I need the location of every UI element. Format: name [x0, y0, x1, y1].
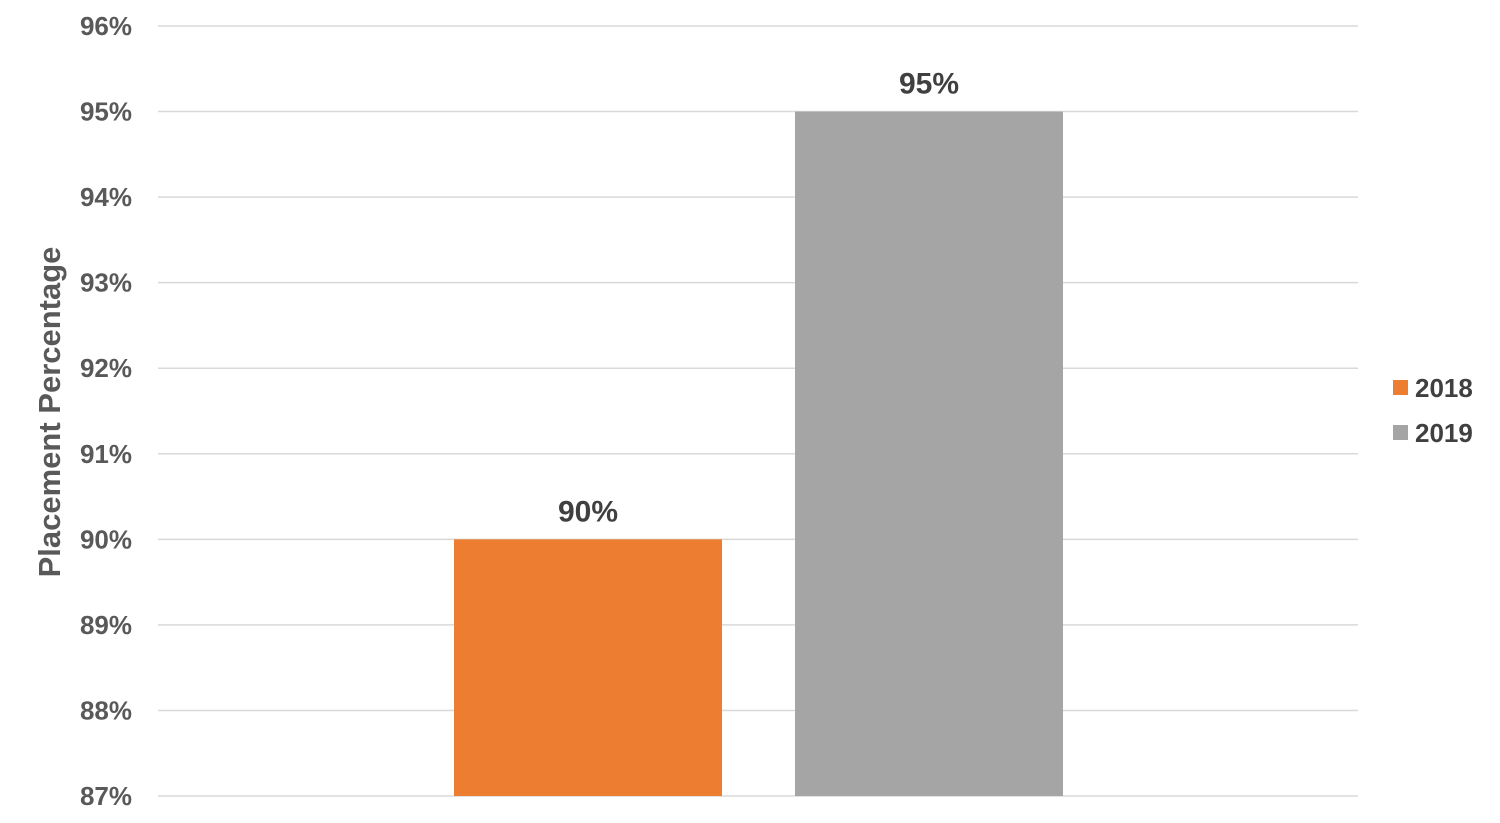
bar-2019	[795, 111, 1063, 797]
y-tick-label-92: 92%	[80, 353, 132, 383]
data-label-2018: 90%	[558, 495, 618, 528]
y-tick-label-88: 88%	[80, 695, 132, 725]
y-tick-label-91: 91%	[80, 439, 132, 469]
legend-swatch-2019	[1393, 425, 1408, 440]
y-axis-title: Placement Percentage	[32, 247, 67, 578]
gridlines	[158, 25, 1358, 797]
y-axis-ticks: 87% 88% 89% 90% 91% 92% 93% 94% 95% 96%	[80, 11, 132, 811]
bar-2018	[454, 539, 722, 796]
y-tick-label-93: 93%	[80, 268, 132, 298]
y-tick-label-95: 95%	[80, 97, 132, 127]
legend-label-2018: 2018	[1415, 373, 1473, 403]
y-tick-label-90: 90%	[80, 524, 132, 554]
data-label-2019: 95%	[899, 68, 959, 101]
legend-label-2019: 2019	[1415, 418, 1473, 448]
y-tick-label-89: 89%	[80, 610, 132, 640]
data-labels: 90% 95%	[558, 68, 959, 529]
y-tick-label-94: 94%	[80, 182, 132, 212]
legend: 2018 2019	[1393, 373, 1473, 448]
legend-swatch-2018	[1393, 380, 1408, 395]
y-tick-label-96: 96%	[80, 11, 132, 41]
y-tick-label-87: 87%	[80, 781, 132, 811]
bars	[454, 111, 1063, 797]
